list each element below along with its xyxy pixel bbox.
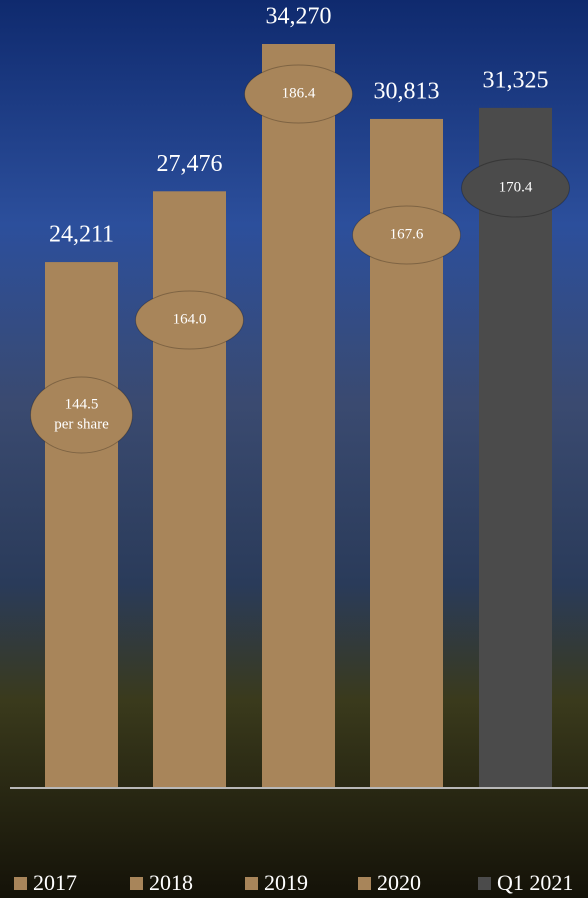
per-share-bubble — [461, 158, 570, 218]
legend-swatch — [130, 877, 143, 890]
value-label: 24,211 — [49, 222, 114, 248]
value-label: 31,325 — [483, 67, 549, 93]
per-share-label: 167.6 — [390, 226, 424, 242]
legend-swatch — [358, 877, 371, 890]
legend-label: 2017 — [33, 870, 77, 895]
legend-swatch — [245, 877, 258, 890]
value-label: 34,270 — [266, 4, 332, 30]
per-share-label: 186.4 — [282, 85, 316, 101]
legend-label: Q1 2021 — [497, 870, 573, 895]
legend-label: 2020 — [377, 870, 421, 895]
value-label: 27,476 — [157, 151, 223, 177]
bar — [153, 191, 226, 788]
per-share-label: 170.4 — [499, 179, 533, 195]
per-share-bubble — [135, 290, 244, 350]
legend-label: 2019 — [264, 870, 308, 895]
bar — [262, 44, 335, 787]
legend-label: 2018 — [149, 870, 193, 895]
bar — [45, 262, 118, 787]
per-share-label: 164.0 — [173, 311, 207, 327]
bar — [479, 107, 552, 788]
per-share-bubble — [244, 64, 353, 124]
per-share-bubble — [30, 376, 133, 454]
per-share-label: 144.5 — [65, 396, 99, 412]
legend-swatch — [14, 877, 27, 890]
legend-swatch — [478, 877, 491, 890]
per-share-unit: per share — [54, 416, 109, 432]
per-share-bubble — [352, 205, 461, 265]
value-label: 30,813 — [374, 78, 440, 104]
